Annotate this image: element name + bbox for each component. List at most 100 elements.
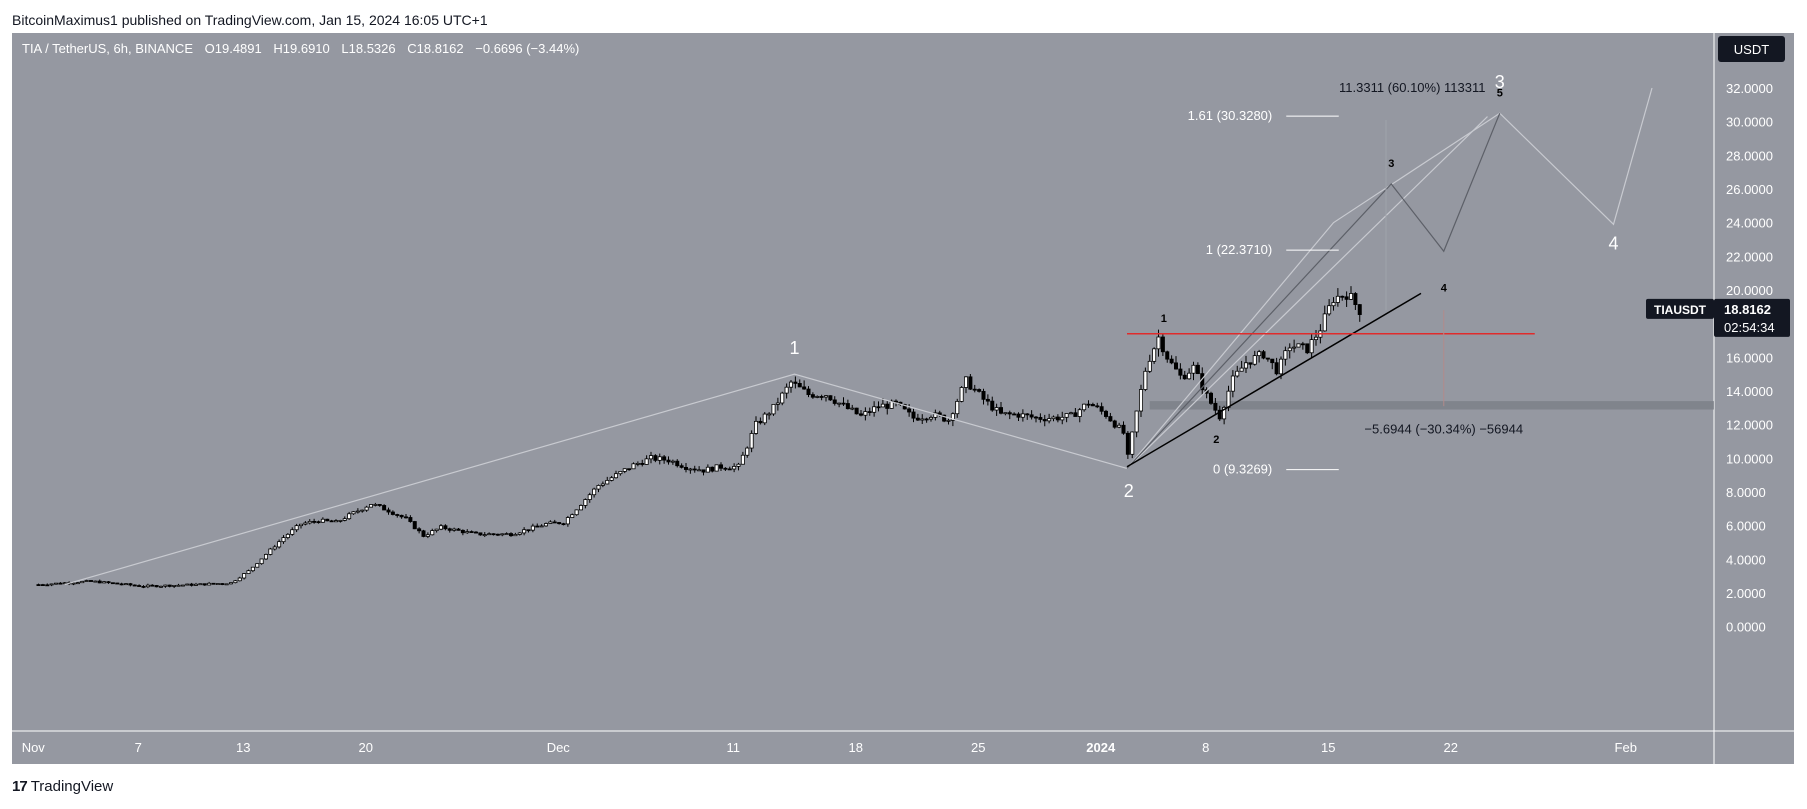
candle-up: [145, 584, 150, 588]
candle-down: [132, 584, 137, 587]
candle-up: [745, 447, 750, 456]
candle-up: [530, 525, 535, 531]
candle-down: [972, 388, 977, 391]
candle-up: [1283, 350, 1288, 360]
legend-high-label: H: [273, 41, 282, 56]
candle-down: [1305, 343, 1310, 354]
candle-down: [456, 528, 461, 531]
price-tick-label: 2.0000: [1726, 586, 1766, 601]
candle-up: [71, 582, 76, 585]
tradingview-logo-text: TradingView: [30, 778, 114, 795]
candle-down: [1340, 295, 1345, 298]
price-tick-label: 0.0000: [1726, 620, 1766, 635]
price-chart[interactable]: 1.61 (30.3280) 1 (22.3710) 0 (9.3269) 11.33…: [12, 33, 1794, 764]
price-tick-label: 32.0000: [1726, 81, 1773, 96]
candle-down: [202, 583, 207, 586]
time-tick-label: Dec: [547, 740, 571, 755]
candle-up: [740, 454, 745, 465]
candle-up: [635, 463, 640, 465]
candle-down: [1248, 362, 1253, 365]
candle-up: [1064, 413, 1069, 418]
candle-down: [552, 521, 557, 524]
candle-up: [736, 463, 741, 467]
candle-up: [425, 534, 430, 537]
candle-down: [1090, 404, 1095, 407]
candle-up: [631, 463, 636, 470]
currency-button[interactable]: USDT: [1718, 36, 1785, 62]
last-price-tag: TIAUSDT 18.8162 02:54:34: [1646, 298, 1790, 337]
candle-up: [242, 573, 247, 579]
plot-background[interactable]: [12, 33, 1714, 731]
candle-up: [338, 519, 343, 522]
candle-down: [968, 376, 973, 390]
candle-up: [180, 584, 185, 587]
price-tick-label: 20.0000: [1726, 283, 1773, 298]
price-tick-label: 22.0000: [1726, 249, 1773, 264]
candle-up: [272, 546, 277, 550]
price-tick-label: 10.0000: [1726, 451, 1773, 466]
candle-up: [1296, 343, 1301, 348]
projected-wave-path: [64, 87, 1653, 586]
candle-down: [557, 522, 562, 525]
tradingview-logo[interactable]: 17 TradingView: [12, 778, 113, 795]
candle-down: [802, 386, 807, 390]
candle-down: [377, 504, 382, 506]
legend-change: −0.6696 (−3.44%): [475, 41, 579, 56]
price-axis[interactable]: [1714, 33, 1794, 764]
candle-down: [797, 383, 802, 388]
candle-up: [596, 485, 601, 490]
candle-up: [1287, 347, 1292, 352]
candle-up: [784, 386, 789, 394]
currency-button-label[interactable]: USDT: [1734, 42, 1769, 57]
candle-down: [220, 583, 225, 585]
candle-up: [600, 483, 605, 486]
candle-up: [815, 396, 820, 398]
candle-up: [863, 411, 868, 416]
candle-down: [1213, 402, 1218, 411]
candle-up: [946, 419, 951, 422]
candle-down: [1121, 424, 1126, 434]
chart-frame[interactable]: 1.61 (30.3280) 1 (22.3710) 0 (9.3269) 11.33…: [12, 33, 1794, 764]
candle-up: [517, 532, 522, 535]
candle-up: [487, 533, 492, 536]
candle-down: [977, 389, 982, 392]
candle-up: [360, 509, 365, 512]
candle-down: [36, 584, 41, 586]
candle-down: [942, 414, 947, 422]
candle-up: [1152, 348, 1157, 362]
candle-down: [395, 514, 400, 516]
candle-up: [1060, 416, 1065, 421]
candle-up: [1020, 413, 1025, 418]
candle-down: [845, 403, 850, 410]
price-tick-label: 16.0000: [1726, 350, 1773, 365]
candle-down: [447, 528, 452, 531]
legend-open-label: O: [205, 41, 215, 56]
ascending-support-line: [1126, 292, 1422, 468]
candle-up: [84, 580, 89, 582]
candle-up: [233, 580, 238, 584]
candle-down: [110, 582, 115, 585]
candle-down: [999, 407, 1004, 414]
candle-down: [535, 525, 540, 528]
symbol-tag-label: TIAUSDT: [1654, 303, 1707, 317]
candle-up: [268, 548, 273, 555]
candle-up: [93, 580, 98, 583]
candle-up: [824, 395, 829, 398]
candle-up: [754, 420, 759, 434]
time-axis[interactable]: [12, 731, 1714, 764]
candle-up: [320, 518, 325, 523]
candle-up: [1077, 409, 1082, 417]
candle-up: [697, 469, 702, 472]
candle-down: [561, 523, 566, 526]
wave-label: 5: [1497, 87, 1503, 99]
candle-down: [859, 413, 864, 416]
price-tick-label: 4.0000: [1726, 552, 1766, 567]
candle-up: [1349, 293, 1354, 300]
candle-up: [1239, 367, 1244, 372]
candle-down: [119, 583, 124, 586]
candle-down: [653, 455, 658, 461]
candle-down: [1029, 414, 1034, 418]
currency-button-bg[interactable]: [1718, 36, 1785, 62]
candle-up: [1187, 372, 1192, 380]
time-tick-label: 8: [1202, 740, 1209, 755]
